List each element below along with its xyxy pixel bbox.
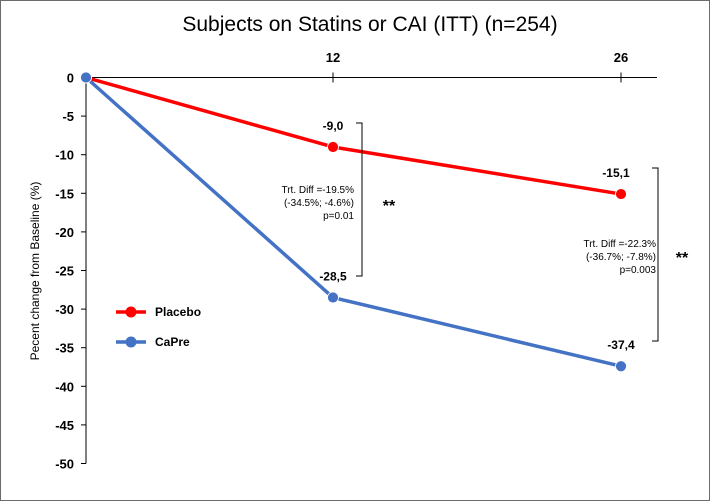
annotation-layer: Trt. Diff =-19.5% (-34.5%; -4.6%) p=0.01 **… (281, 122, 689, 342)
x-tick-label: 26 (614, 50, 628, 65)
data-label: -28,5 (319, 270, 347, 284)
legend-label: CaPre (155, 335, 190, 349)
y-tick-label: -5 (62, 109, 74, 124)
y-tick-label: -10 (55, 148, 74, 163)
y-tick-label: -30 (55, 302, 74, 317)
y-tick-label: -25 (55, 264, 74, 279)
series-line-placebo (84, 75, 623, 196)
y-tick-label: -45 (55, 418, 74, 433)
diff-bracket (356, 122, 363, 277)
significance-marker: ** (383, 198, 396, 215)
y-tick-label: -20 (55, 225, 74, 240)
data-point (327, 141, 339, 153)
y-tick-label: -40 (55, 379, 74, 394)
y-tick-label: 0 (67, 71, 74, 86)
series-layer: -9,0 -15,1 -28,5 -37,4 (80, 71, 635, 373)
data-point (327, 291, 339, 304)
diff-annotation-line: (-36.7%; -7.8%) (586, 252, 656, 263)
data-point (615, 188, 627, 200)
diff-bracket (652, 167, 659, 342)
data-point (615, 360, 627, 373)
diff-annotation-line: p=0.01 (323, 211, 354, 222)
y-tick-label: -50 (55, 457, 74, 472)
data-label: -37,4 (607, 338, 635, 352)
diff-annotation-line: Trt. Diff =-22.3% (583, 239, 656, 250)
data-label: -9,0 (323, 119, 344, 133)
diff-annotation-line: (-34.5%; -4.6%) (284, 198, 354, 209)
significance-marker: ** (676, 250, 689, 267)
data-point (80, 71, 92, 84)
data-label: -15,1 (602, 166, 630, 180)
axes: 0 -5 -10 -15 -20 -25 -30 -35 -40 -45 -50 12 26 (55, 50, 657, 472)
legend-label: Placebo (155, 305, 201, 319)
legend: Placebo CaPre (116, 305, 201, 349)
y-tick-label: -35 (55, 341, 74, 356)
x-tick-label: 12 (326, 50, 340, 65)
diff-annotation-line: Trt. Diff =-19.5% (281, 185, 354, 196)
y-tick-label: -15 (55, 186, 74, 201)
legend-marker (125, 336, 137, 348)
diff-annotation-line: p=0.003 (620, 265, 657, 276)
chart-title: Subjects on Statins or CAI (ITT) (n=254) (182, 13, 557, 36)
legend-marker (125, 306, 137, 318)
y-axis-label: Pecent change from Baseline (%) (28, 182, 42, 361)
